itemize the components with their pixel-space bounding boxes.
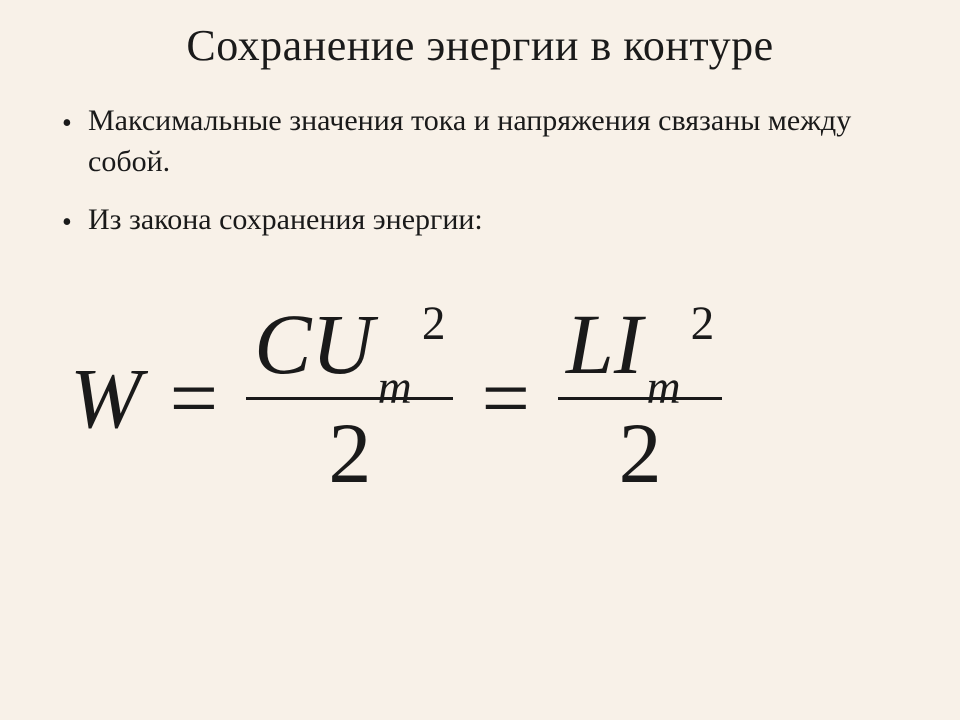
equals-sign: =: [170, 355, 219, 441]
fraction-inductor: LIm2 2: [558, 301, 722, 496]
slide: Сохранение энергии в контуре Максимальны…: [0, 0, 960, 720]
fraction-denominator: 2: [328, 400, 371, 496]
fraction-capacitor: CUm2 2: [246, 301, 453, 496]
var-C: C: [254, 301, 311, 387]
bullet-list: Максимальные значения тока и напряжения …: [60, 101, 900, 241]
fraction-numerator: LIm2: [558, 301, 722, 397]
equals-sign: =: [481, 355, 530, 441]
var-U: U: [312, 301, 374, 387]
subscript-m: m: [646, 365, 680, 412]
var-I: I: [614, 301, 643, 387]
subscript-m: m: [378, 365, 412, 412]
fraction-numerator: CUm2: [246, 301, 453, 397]
bullet-item: Максимальные значения тока и напряжения …: [88, 101, 900, 182]
formula-container: W = CUm2 2 = LIm2 2: [60, 301, 900, 496]
formula-lhs: W: [70, 355, 142, 441]
superscript-2: 2: [691, 301, 715, 348]
var-L: L: [566, 301, 614, 387]
slide-title: Сохранение энергии в контуре: [60, 20, 900, 71]
superscript-2: 2: [422, 301, 446, 348]
bullet-item: Из закона сохранения энергии:: [88, 200, 900, 241]
energy-formula: W = CUm2 2 = LIm2 2: [70, 301, 722, 496]
